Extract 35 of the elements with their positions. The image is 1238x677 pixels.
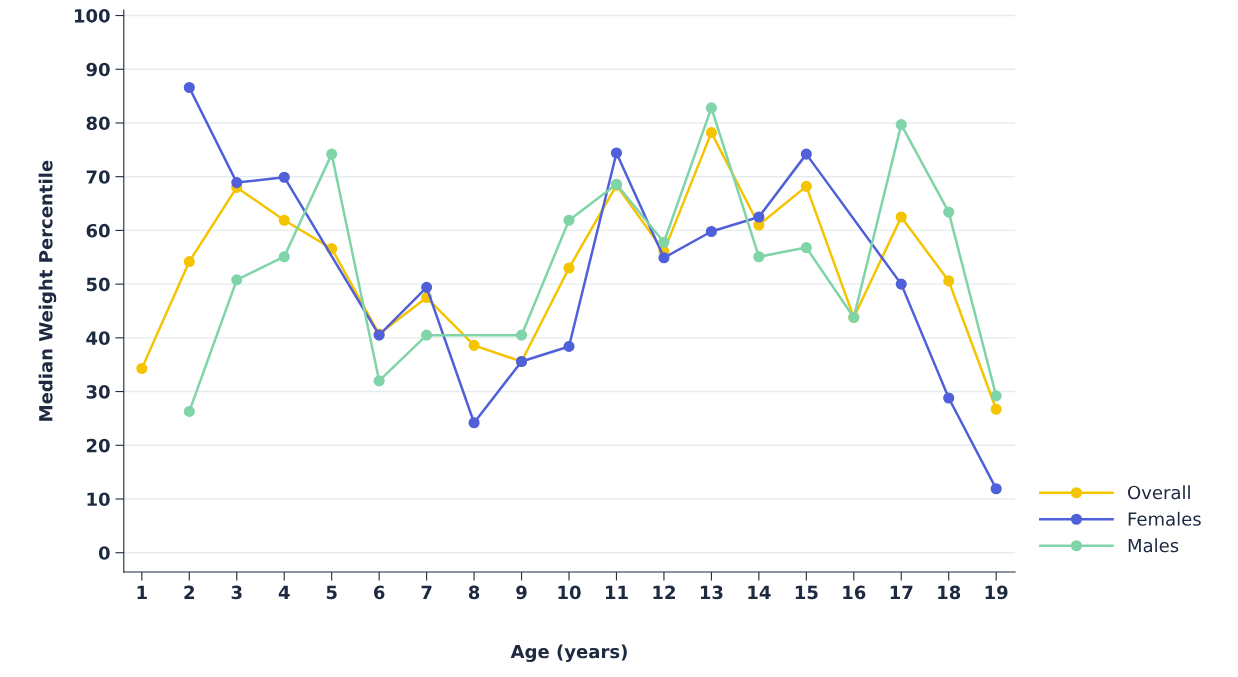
- y-tick-label: 20: [86, 438, 110, 453]
- x-axis-title: Age (years): [510, 644, 627, 662]
- y-tick-label: 80: [86, 116, 110, 131]
- x-tick-label: 12: [653, 585, 675, 599]
- y-tick-label: 50: [86, 277, 110, 292]
- x-tick-label: 15: [795, 585, 818, 600]
- x-tick-label: 16: [843, 585, 866, 600]
- x-tick-label: 10: [558, 585, 581, 600]
- y-tick-label: 10: [87, 492, 110, 507]
- y-tick-label: 60: [86, 223, 110, 238]
- x-tick-label: 3: [231, 585, 242, 600]
- y-tick-label: 70: [86, 170, 110, 184]
- x-tick-label: 7: [421, 585, 432, 599]
- x-tick-label: 5: [326, 585, 337, 600]
- y-tick-label: 100: [74, 8, 110, 23]
- legend-label: Females: [1128, 511, 1201, 526]
- x-tick-label: 18: [938, 585, 961, 600]
- x-tick-label: 4: [278, 585, 290, 599]
- x-tick-label: 19: [985, 585, 1008, 600]
- x-tick-label: 8: [468, 585, 480, 600]
- x-tick-label: 6: [373, 585, 385, 600]
- y-tick-label: 0: [98, 546, 110, 560]
- x-tick-label: 1: [137, 585, 147, 599]
- legend-label: Males: [1128, 538, 1179, 553]
- x-tick-label: 11: [605, 585, 628, 599]
- y-axis-title: Median Weight Percentile: [38, 160, 57, 421]
- y-tick-label: 90: [86, 62, 110, 77]
- y-tick-label: 40: [86, 331, 110, 345]
- x-tick-label: 2: [184, 585, 195, 599]
- x-tick-label: 13: [700, 585, 723, 600]
- y-tick-label: 30: [86, 385, 110, 399]
- x-tick-label: 17: [890, 585, 913, 599]
- x-tick-label: 9: [516, 585, 527, 600]
- legend-label: Overall: [1128, 485, 1190, 500]
- x-tick-label: 14: [748, 585, 771, 599]
